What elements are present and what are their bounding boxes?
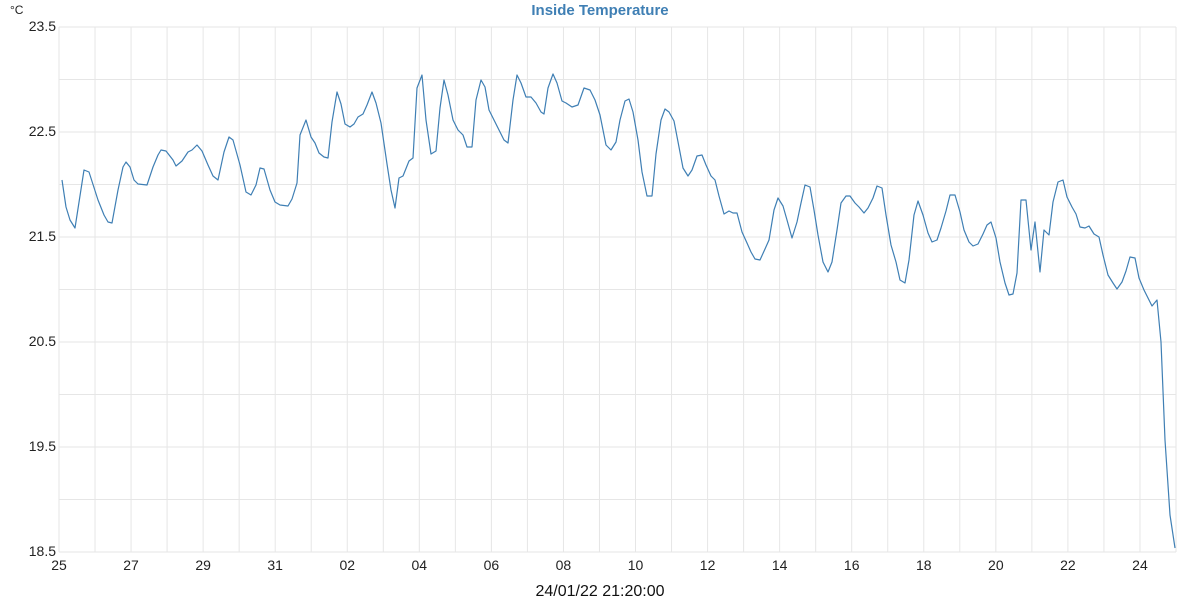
- x-tick-label: 02: [339, 557, 356, 573]
- x-tick-label: 10: [627, 557, 644, 573]
- y-tick-label: 19.5: [28, 438, 56, 454]
- y-tick-label: 18.5: [28, 543, 56, 559]
- y-tick-label: 20.5: [28, 333, 56, 349]
- y-tick-label: 21.5: [28, 228, 56, 244]
- y-tick-label: 23.5: [28, 18, 56, 34]
- x-tick-label: 06: [483, 557, 500, 573]
- x-tick-label: 24: [1132, 557, 1148, 573]
- x-tick-label: 29: [195, 557, 211, 573]
- x-tick-label: 22: [1060, 557, 1076, 573]
- grid-lines: [58, 26, 1177, 553]
- x-tick-label: 25: [51, 557, 67, 573]
- temperature-line: [61, 73, 1176, 549]
- x-tick-label: 04: [411, 557, 428, 573]
- y-axis-unit: °C: [10, 3, 24, 17]
- x-tick-label: 18: [915, 557, 932, 573]
- y-tick-label: 22.5: [28, 123, 56, 139]
- x-tick-label: 12: [699, 557, 716, 573]
- chart-title: Inside Temperature: [531, 2, 669, 19]
- x-tick-label: 20: [988, 557, 1004, 573]
- x-tick-label: 31: [267, 557, 283, 573]
- x-tick-label: 16: [843, 557, 860, 573]
- x-tick-label: 27: [123, 557, 139, 573]
- x-tick-label: 08: [555, 557, 572, 573]
- x-tick-label: 14: [771, 557, 788, 573]
- x-axis-timestamp: 24/01/22 21:20:00: [535, 583, 665, 600]
